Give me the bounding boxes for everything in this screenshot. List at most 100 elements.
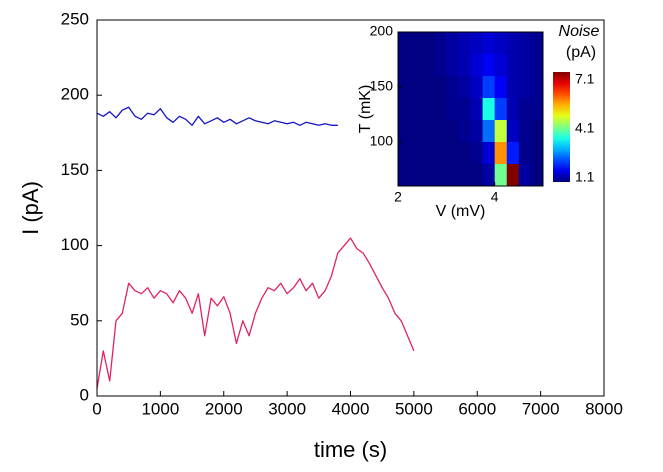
heatmap-cell [398, 76, 411, 99]
heatmap-cell [410, 164, 423, 187]
heatmap-cell [446, 32, 459, 55]
x-axis-title: time (s) [314, 437, 387, 462]
heatmap-cell [458, 54, 471, 77]
heatmap-cell [410, 120, 423, 143]
y-axis-title: I (pA) [18, 181, 43, 235]
heatmap-cell [470, 32, 483, 55]
heatmap-cell [506, 164, 520, 187]
heatmap-cell [458, 98, 471, 121]
heatmap-cell [410, 76, 423, 99]
inset-x-tick-label: 4 [491, 189, 499, 205]
heatmap-cell [518, 142, 532, 165]
x-tick-label: 1000 [141, 399, 179, 418]
x-tick-label: 8000 [585, 399, 623, 418]
data-line [96, 106, 338, 126]
heatmap-cell [458, 32, 471, 55]
heatmap-cell [434, 54, 447, 77]
colorbar-tick-label: 1.1 [575, 169, 595, 185]
heatmap-cell [530, 120, 544, 143]
heatmap-cell [422, 164, 435, 187]
heatmap-cell [470, 98, 483, 121]
heatmap-cell [530, 164, 544, 187]
heatmap-cell [410, 98, 423, 121]
inset-y-tick-label: 150 [370, 78, 394, 94]
heatmap-cell [494, 164, 508, 187]
heatmap-cell [518, 54, 532, 77]
heatmap-cell [494, 54, 508, 77]
colorbar-tick-label: 4.1 [575, 120, 595, 136]
heatmap-cell [398, 120, 411, 143]
heatmap-cell [506, 76, 520, 99]
x-tick-label: 0 [92, 399, 101, 418]
heatmap-cell [422, 54, 435, 77]
heatmap-cell [482, 164, 496, 187]
heatmap-cell [518, 76, 532, 99]
heatmap-cell [518, 164, 532, 187]
y-tick-label: 150 [61, 160, 89, 179]
inset-x-title: V (mV) [436, 203, 486, 220]
heatmap-cell [494, 98, 508, 121]
heatmap-cell [482, 32, 496, 55]
heatmap-cell [410, 54, 423, 77]
colorbar-title: Noise [559, 23, 600, 40]
x-tick-label: 6000 [458, 399, 496, 418]
heatmap-cell [470, 76, 483, 99]
inset-x-tick-label: 2 [394, 189, 402, 205]
heatmap-cell [506, 32, 520, 55]
inset-y-tick-label: 100 [370, 133, 394, 149]
inset-frame [397, 31, 544, 187]
heatmap-cell [446, 98, 459, 121]
heatmap-cell [518, 98, 532, 121]
heatmap-cell [398, 142, 411, 165]
data-line [96, 237, 415, 389]
heatmap-cell [482, 142, 496, 165]
heatmap-cell [494, 142, 508, 165]
heatmap-cell [530, 54, 544, 77]
heatmap-cell [494, 32, 508, 55]
y-tick-label: 0 [80, 385, 89, 404]
heatmap-cell [446, 164, 459, 187]
heatmap-cell [470, 120, 483, 143]
heatmap-cell [398, 54, 411, 77]
inset-y-title: T (mK) [357, 85, 374, 134]
heatmap-cell [410, 142, 423, 165]
heatmap-cell [530, 76, 544, 99]
y-tick-label: 250 [61, 9, 89, 28]
y-tick-label: 200 [61, 85, 89, 104]
x-tick-label: 5000 [395, 399, 433, 418]
x-tick-label: 2000 [205, 399, 243, 418]
heatmap-cell [422, 120, 435, 143]
x-tick-label: 3000 [268, 399, 306, 418]
heatmap-cell [446, 76, 459, 99]
heatmap-cell [518, 120, 532, 143]
inset-y-tick-label: 200 [370, 23, 394, 39]
heatmap-cell [434, 120, 447, 143]
heatmap-cell [422, 142, 435, 165]
heatmap-cell [482, 120, 496, 143]
heatmap-cell [494, 120, 508, 143]
heatmap-cell [458, 76, 471, 99]
heatmap-cell [398, 164, 411, 187]
y-tick-label: 100 [61, 235, 89, 254]
heatmap-cell [494, 76, 508, 99]
colorbar [553, 72, 570, 182]
heatmap-cell [434, 164, 447, 187]
heatmap-cell [434, 32, 447, 55]
heatmap-cell [482, 54, 496, 77]
heatmap-cell [422, 76, 435, 99]
heatmap-cell [482, 98, 496, 121]
heatmap-cell [506, 120, 520, 143]
heatmap-cell [518, 32, 532, 55]
heatmap-cell [470, 164, 483, 187]
heatmap-cell [434, 142, 447, 165]
heatmap-cell [482, 76, 496, 99]
heatmap-cell [398, 98, 411, 121]
heatmap-cell [446, 142, 459, 165]
heatmap-cell [446, 120, 459, 143]
heatmap-cell [446, 54, 459, 77]
heatmap-cell [470, 142, 483, 165]
heatmap-cell [458, 120, 471, 143]
heatmap-cell [434, 98, 447, 121]
heatmap-cell [422, 98, 435, 121]
